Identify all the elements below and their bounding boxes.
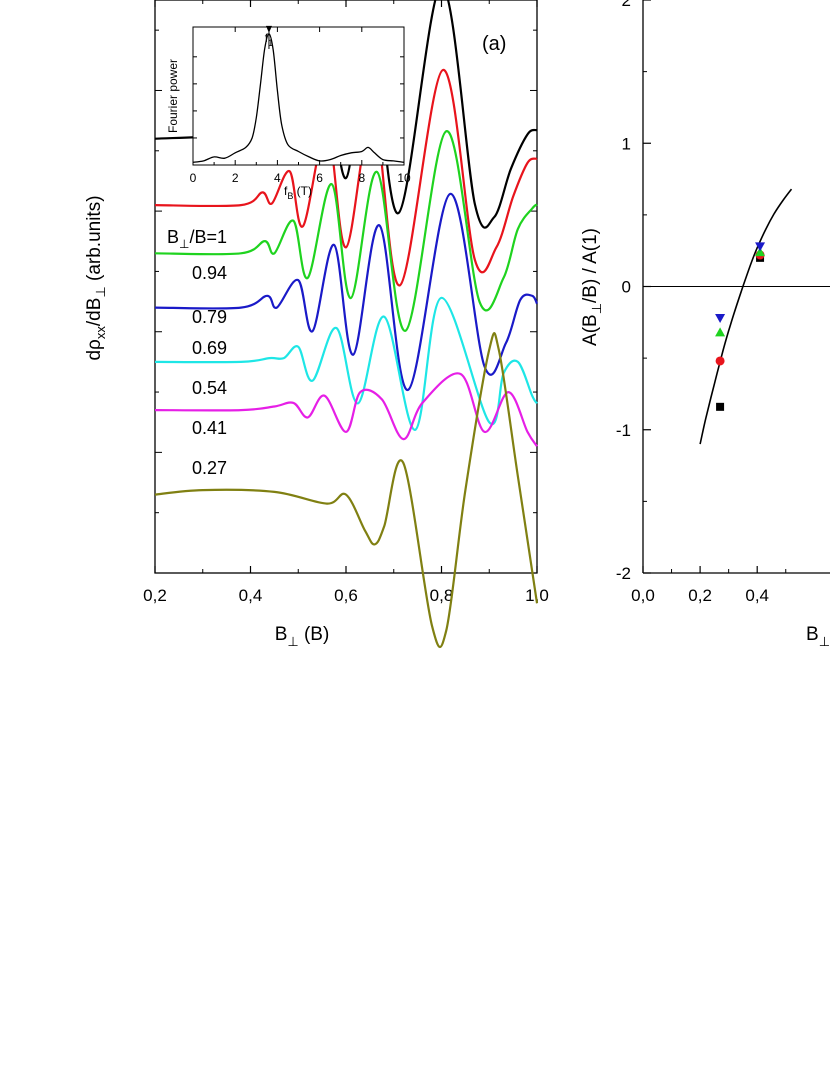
inset-frame: [192, 26, 405, 166]
panel-a-x-axis-label: B⊥ (B): [275, 624, 330, 649]
x-tick-label: 0,8: [430, 586, 454, 605]
legend-title: B⊥/B=1: [167, 227, 227, 251]
peak-label: f1: [265, 31, 273, 48]
inset-x-axis-label: fB (T): [284, 184, 312, 201]
b-y-tick-label: -1: [616, 421, 631, 440]
curve-0.69: [154, 192, 538, 392]
peak-arrowhead: [265, 25, 272, 33]
panel-b-y-axis-label: A(B⊥/B) / A(1): [580, 228, 604, 346]
curve-0.27: [154, 332, 539, 649]
curve-label: 0.94: [192, 263, 227, 283]
x-tick-label: 1,0: [525, 586, 549, 605]
fit-curve: [699, 188, 793, 445]
inset-x-tick-label: 4: [274, 171, 281, 185]
panel-b-ticks: -2 -1 0 1 2 0,0 0,2 0,4: [616, 0, 787, 605]
data-point-square: [716, 402, 725, 411]
b-y-tick-label: 1: [622, 134, 631, 153]
inset-x-tick-label: 0: [190, 171, 197, 185]
curve-label: 0.79: [192, 307, 227, 327]
data-point-triangle-up: [715, 327, 726, 337]
b-x-tick-label: 0,0: [631, 586, 655, 605]
inset-x-tick-label: 6: [316, 171, 323, 185]
inset-x-tick-label: 2: [232, 171, 239, 185]
b-x-tick-label: 0,2: [688, 586, 712, 605]
panel-b: -2 -1 0 1 2 0,0 0,2 0,4 A(B⊥/B) / A(1) B⊥: [580, 0, 830, 649]
panel-a: 0,2 0,4 0,6 0,8 1,0 0.94 0.79 0.69 0.54 0.41 0.27…: [84, 0, 549, 649]
inset-x-tick-label: 8: [358, 171, 365, 185]
data-point-triangle-up: [755, 247, 766, 257]
curve-label: 0.69: [192, 338, 227, 358]
panel-a-curve-labels: 0.94 0.79 0.69 0.54 0.41 0.27: [192, 263, 227, 478]
inset-ticks: 0 2 4 6 8 10: [190, 27, 411, 185]
panel-a-label: (a): [482, 33, 506, 55]
panel-b-x-axis-label: B⊥: [806, 624, 830, 649]
x-tick-label: 0,2: [143, 586, 167, 605]
data-point-circle: [715, 356, 725, 366]
x-tick-label: 0,6: [334, 586, 358, 605]
b-y-tick-label: -2: [616, 564, 631, 583]
x-tick-label: 0,4: [239, 586, 263, 605]
panel-a-ticks: 0,2 0,4 0,6 0,8 1,0: [143, 0, 549, 605]
inset-y-axis-label: Fourier power: [166, 59, 180, 133]
curve-label: 0.41: [192, 418, 227, 438]
curve-0.41: [154, 372, 538, 447]
panel-a-y-axis-label: dρxx/dB⊥ (arb.units): [84, 195, 108, 360]
inset-x-tick-label: 10: [397, 171, 411, 185]
panel-b-data-points: [715, 242, 766, 411]
b-y-tick-label: 2: [622, 0, 631, 10]
b-y-tick-label: 0: [622, 278, 631, 297]
data-point-triangle-down: [755, 242, 766, 252]
data-point-triangle-down: [715, 314, 726, 324]
inset-fourier-curve: [192, 33, 405, 163]
b-x-tick-label: 0,4: [745, 586, 769, 605]
curve-label: 0.27: [192, 458, 227, 478]
inset-fourier-spectrum: 0 2 4 6 8 10 f1 Fourier power fB (T): [166, 25, 411, 201]
curve-label: 0.54: [192, 378, 227, 398]
curve-0.79: [154, 130, 538, 332]
